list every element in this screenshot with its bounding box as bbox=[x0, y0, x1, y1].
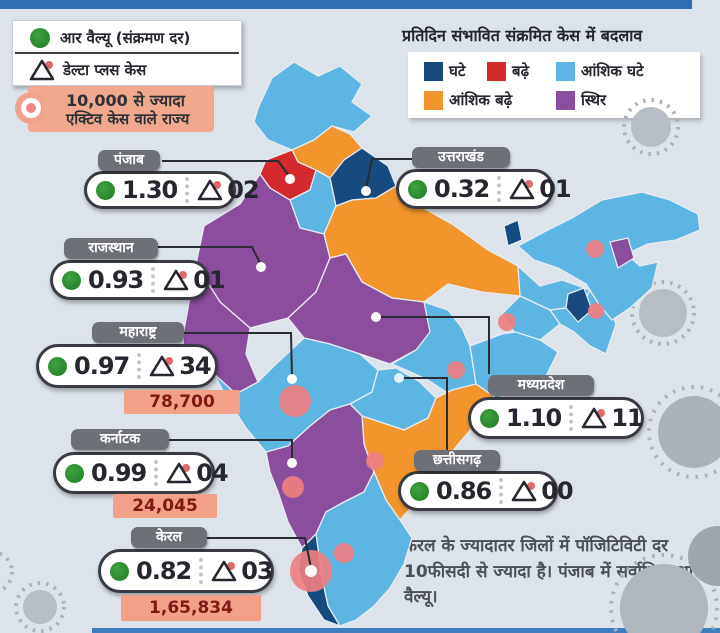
r-value-icon bbox=[110, 561, 129, 581]
delta-cases: 03 bbox=[241, 557, 273, 585]
increase-swatch bbox=[487, 61, 506, 81]
delta-cases: 11 bbox=[611, 404, 643, 432]
partial-decrease-swatch bbox=[556, 61, 575, 81]
delta-triangle-icon bbox=[166, 462, 192, 484]
state-tab-chhattisgarh: छत्तीसगढ़ bbox=[414, 450, 500, 471]
state-tab-karnataka: कर्नाटक bbox=[71, 429, 169, 450]
delta-cases: 01 bbox=[193, 266, 225, 294]
virus-decoration bbox=[0, 98, 720, 633]
top-accent-bar bbox=[0, 0, 692, 9]
state-tab-uttarakhand: उत्तराखंड bbox=[412, 147, 510, 168]
active-note-line1: 10,000 से ज्यादा bbox=[66, 91, 185, 110]
r-value: 0.86 bbox=[436, 477, 492, 505]
state-pill-punjab: 1.30 02 bbox=[84, 171, 260, 209]
active-cases-maharashtra: 78,700 bbox=[124, 390, 240, 414]
state-pill-maharashtra: 0.97 34 bbox=[36, 344, 218, 388]
r-value-icon bbox=[62, 270, 81, 290]
legend-item-stable: स्थिर bbox=[556, 90, 606, 110]
r-value-icon bbox=[96, 180, 115, 200]
decrease-swatch bbox=[424, 61, 443, 81]
r-value-icon bbox=[480, 408, 499, 428]
delta-triangle-icon bbox=[163, 269, 189, 291]
active-cases-karnataka: 24,045 bbox=[113, 494, 217, 518]
state-pill-rajasthan: 0.93 01 bbox=[50, 260, 226, 300]
state-pill-kerala: 0.82 03 bbox=[98, 549, 274, 593]
delta-triangle-icon bbox=[581, 407, 607, 429]
pill-divider bbox=[185, 177, 190, 203]
active-cases-marker-icon bbox=[15, 92, 47, 124]
delta-triangle-icon bbox=[149, 355, 175, 377]
r-value: 0.93 bbox=[88, 266, 144, 294]
delta-triangle-icon bbox=[509, 178, 535, 200]
r-value-icon bbox=[408, 179, 427, 199]
active-cases-kerala: 1,65,834 bbox=[121, 595, 261, 621]
delta-triangle-icon bbox=[197, 179, 223, 201]
legend-r-value-box: आर वैल्यू (संक्रमण दर) डेल्टा प्लस केस bbox=[12, 20, 242, 86]
state-tab-madhya-pradesh: मध्यप्रदेश bbox=[488, 375, 594, 396]
state-tab-kerala: केरल bbox=[131, 527, 207, 548]
r-value: 0.82 bbox=[136, 557, 192, 585]
state-tab-rajasthan: राजस्थान bbox=[64, 238, 158, 259]
partial-increase-swatch bbox=[424, 90, 443, 110]
r-value: 0.99 bbox=[91, 459, 147, 487]
delta-cases: 00 bbox=[541, 477, 573, 505]
pill-divider bbox=[569, 405, 574, 431]
r-value-icon bbox=[410, 481, 429, 501]
pill-divider bbox=[499, 478, 504, 504]
delta-plus-label: डेल्टा प्लस केस bbox=[63, 61, 147, 79]
legend-item-decrease: घटे bbox=[424, 61, 465, 81]
state-pill-uttarakhand: 0.32 01 bbox=[396, 169, 572, 209]
state-tab-maharashtra: महाराष्ट्र bbox=[92, 322, 184, 343]
delta-cases: 02 bbox=[227, 176, 259, 204]
r-value-icon bbox=[30, 28, 50, 48]
pill-divider bbox=[137, 353, 142, 379]
legend-change-box: घटे बढ़े आंशिक घटे आंशिक बढ़े स्थिर bbox=[408, 52, 700, 118]
state-nagaland bbox=[609, 237, 635, 269]
state-pill-chhattisgarh: 0.86 00 bbox=[398, 471, 574, 511]
r-value-label: आर वैल्यू (संक्रमण दर) bbox=[60, 29, 191, 47]
pill-divider bbox=[151, 267, 156, 293]
state-sikkim bbox=[503, 219, 523, 247]
active-cases-note: 10,000 से ज्यादा एक्टिव केस वाले राज्य bbox=[28, 86, 214, 132]
bottom-accent-bar bbox=[92, 628, 720, 633]
legend-change-title: प्रतिदिन संभावित संक्रमित केस में बदलाव bbox=[402, 26, 643, 45]
delta-triangle-icon bbox=[29, 59, 55, 81]
connector-dots bbox=[256, 174, 404, 577]
state-jammu-kashmir bbox=[253, 61, 373, 151]
r-value-icon bbox=[48, 356, 67, 376]
legend-divider bbox=[15, 52, 239, 54]
r-value: 0.97 bbox=[74, 352, 130, 380]
r-value: 1.30 bbox=[122, 176, 178, 204]
delta-cases: 04 bbox=[196, 459, 228, 487]
delta-cases: 34 bbox=[179, 352, 211, 380]
legend-item-partial-increase: आंशिक बढ़े bbox=[424, 90, 512, 110]
state-tab-punjab: पंजाब bbox=[98, 150, 160, 171]
active-note-line2: एक्टिव केस वाले राज्य bbox=[66, 110, 190, 128]
legend-item-increase: बढ़े bbox=[487, 61, 529, 81]
delta-triangle-icon bbox=[511, 480, 537, 502]
state-mizoram bbox=[565, 287, 593, 323]
pill-divider bbox=[199, 558, 204, 584]
r-value: 1.10 bbox=[506, 404, 562, 432]
pill-divider bbox=[154, 460, 159, 486]
delta-cases: 01 bbox=[539, 175, 571, 203]
leader-lines bbox=[156, 158, 490, 569]
legend-item-partial-decrease: आंशिक घटे bbox=[556, 61, 644, 81]
r-value: 0.32 bbox=[434, 175, 490, 203]
r-value-icon bbox=[65, 463, 84, 483]
state-pill-karnataka: 0.99 04 bbox=[53, 452, 229, 494]
footnote-text: केरल के ज्यादातर जिलों में पॉजिटिविटी दर… bbox=[404, 536, 701, 607]
pill-divider bbox=[497, 176, 502, 202]
delta-triangle-icon bbox=[211, 560, 237, 582]
state-pill-madhya-pradesh: 1.10 11 bbox=[468, 397, 644, 439]
stable-swatch bbox=[556, 90, 575, 110]
